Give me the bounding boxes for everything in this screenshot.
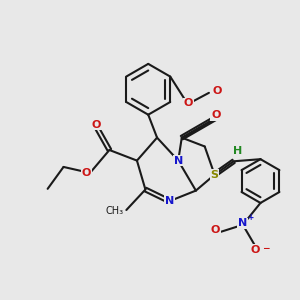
Text: O: O: [251, 244, 260, 254]
Text: S: S: [211, 170, 219, 180]
Text: O: O: [211, 226, 220, 236]
Text: O: O: [92, 120, 101, 130]
Text: N: N: [238, 218, 248, 228]
Text: O: O: [82, 168, 91, 178]
Text: CH₃: CH₃: [105, 206, 124, 216]
Text: N: N: [165, 196, 174, 206]
Text: O: O: [184, 98, 193, 108]
Text: −: −: [262, 244, 269, 253]
Text: H: H: [232, 146, 242, 156]
Text: O: O: [212, 86, 221, 96]
Text: +: +: [248, 213, 254, 222]
Text: N: N: [174, 156, 183, 166]
Text: O: O: [211, 110, 221, 120]
